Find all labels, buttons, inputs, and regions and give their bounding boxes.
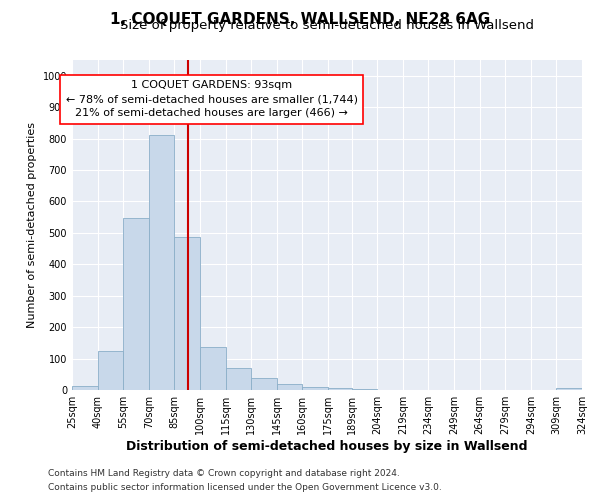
Bar xyxy=(200,346,226,390)
Text: 1 COQUET GARDENS: 93sqm
← 78% of semi-detached houses are smaller (1,744)
21% of: 1 COQUET GARDENS: 93sqm ← 78% of semi-de… xyxy=(66,80,358,118)
Bar xyxy=(149,136,175,390)
Bar xyxy=(123,218,149,390)
Bar xyxy=(328,388,352,390)
Bar xyxy=(352,389,377,390)
X-axis label: Distribution of semi-detached houses by size in Wallsend: Distribution of semi-detached houses by … xyxy=(126,440,528,453)
Bar xyxy=(175,236,200,390)
Bar xyxy=(556,388,582,390)
Bar xyxy=(251,378,277,390)
Text: Contains HM Land Registry data © Crown copyright and database right 2024.: Contains HM Land Registry data © Crown c… xyxy=(48,468,400,477)
Bar xyxy=(72,386,98,390)
Text: 1, COQUET GARDENS, WALLSEND, NE28 6AG: 1, COQUET GARDENS, WALLSEND, NE28 6AG xyxy=(110,12,490,28)
Bar xyxy=(226,368,251,390)
Bar xyxy=(98,352,123,390)
Bar xyxy=(277,384,302,390)
Title: Size of property relative to semi-detached houses in Wallsend: Size of property relative to semi-detach… xyxy=(120,20,534,32)
Y-axis label: Number of semi-detached properties: Number of semi-detached properties xyxy=(27,122,37,328)
Text: Contains public sector information licensed under the Open Government Licence v3: Contains public sector information licen… xyxy=(48,484,442,492)
Bar xyxy=(302,386,328,390)
